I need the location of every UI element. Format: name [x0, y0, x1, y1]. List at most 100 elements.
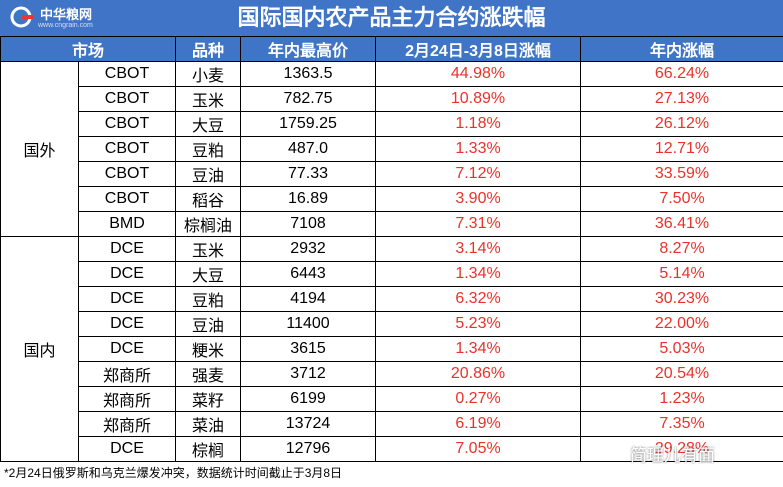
table-cell: CBOT [77, 136, 177, 162]
table-cell: 7.50% [580, 186, 783, 212]
table-cell: 7.31% [375, 211, 582, 237]
table-cell: 11400 [240, 311, 377, 337]
table-cell: CBOT [77, 86, 177, 112]
table-cell: 5.23% [375, 311, 582, 337]
table-cell: 487.0 [240, 136, 377, 162]
table-cell: 1.23% [580, 386, 783, 412]
table-cell: 0.27% [375, 386, 582, 412]
table-cell: 66.24% [580, 61, 783, 87]
column-header: 品种 [175, 36, 242, 62]
table-cell: BMD [77, 211, 177, 237]
table-cell: 44.98% [375, 61, 582, 87]
column-header: 2月24日-3月8日涨幅 [375, 36, 582, 62]
table-cell: 豆油 [175, 311, 242, 337]
table-cell: 1.18% [375, 111, 582, 137]
table-cell: 20.54% [580, 361, 783, 387]
table-row: DCE 棕榈 12796 7.05% 29.28% [1, 436, 783, 462]
table: 市场 品种 年内最高价 2月24日-3月8日涨幅 年内涨幅 国外 CBOT 小麦 13… [0, 36, 783, 462]
table-row: CBOT 豆油 77.33 7.12% 33.59% [1, 161, 783, 187]
title: 国际国内农产品主力合约涨跌幅 [237, 5, 546, 31]
table-row: DCE 粳米 3615 1.34% 5.03% [1, 336, 783, 362]
table-cell: 3712 [240, 361, 377, 387]
table-cell: 27.13% [580, 86, 783, 112]
footnote: *2月24日俄罗斯和乌克兰爆发冲突，数据统计时间截止于3月8日 [4, 466, 343, 480]
header-row: 市场 品种 年内最高价 2月24日-3月8日涨幅 年内涨幅 [0, 36, 783, 62]
logo-url: www.cngrain.com [38, 22, 93, 29]
logo-icon [10, 6, 34, 28]
table-cell: 豆粕 [175, 136, 242, 162]
table-cell: 7.05% [375, 436, 582, 462]
table-cell: DCE [77, 236, 177, 262]
table-row: CBOT 稻谷 16.89 3.90% 7.50% [1, 186, 783, 212]
table-cell: 棕榈 [175, 436, 242, 462]
table-cell: 6199 [240, 386, 377, 412]
table-row: 郑商所 菜籽 6199 0.27% 1.23% [1, 386, 783, 412]
table-row: DCE 大豆 6443 1.34% 5.14% [1, 261, 783, 287]
table-cell: 豆油 [175, 161, 242, 187]
table-cell: CBOT [77, 111, 177, 137]
table-cell: 36.41% [580, 211, 783, 237]
table-cell: 大豆 [175, 111, 242, 137]
table-row: 国内 DCE 玉米 2932 3.14% 8.27% [0, 236, 783, 462]
table-cell: 6.19% [375, 411, 582, 437]
table-cell: DCE [77, 311, 177, 337]
table-cell: 玉米 [175, 236, 242, 262]
table-cell: CBOT [77, 161, 177, 187]
table-cell: 豆粕 [175, 286, 242, 312]
column-header: 市场 [0, 36, 177, 62]
table-row: 国外 CBOT 小麦 1363.5 44.98% 66.24% [0, 61, 783, 237]
table-cell: 4194 [240, 286, 377, 312]
logo: 中华粮网 [40, 7, 93, 22]
table-cell: DCE [77, 336, 177, 362]
table-cell: 20.86% [375, 361, 582, 387]
table-cell: 玉米 [175, 86, 242, 112]
table-cell: 菜籽 [175, 386, 242, 412]
table-cell: 13724 [240, 411, 377, 437]
table-cell: 3.14% [375, 236, 582, 262]
table-cell: 1363.5 [240, 61, 377, 87]
table-cell: CBOT [77, 186, 177, 212]
table-cell: 1.34% [375, 261, 582, 287]
title-bar: 中华粮网 www.cngrain.com 国际国内农产品主力合约涨跌幅 [0, 0, 783, 36]
table-cell: 26.12% [580, 111, 783, 137]
table-cell: 8.27% [580, 236, 783, 262]
market-cell: 国内 [0, 236, 79, 462]
table-cell: 3.90% [375, 186, 582, 212]
table-row: CBOT 豆粕 487.0 1.33% 12.71% [1, 136, 783, 162]
table-cell: 5.03% [580, 336, 783, 362]
table-row: BMD 棕榈油 7108 7.31% 36.41% [1, 211, 783, 237]
table-cell: 大豆 [175, 261, 242, 287]
table-cell: 10.89% [375, 86, 582, 112]
table-cell: 12.71% [580, 136, 783, 162]
table-row: DCE 豆粕 4194 6.32% 30.23% [1, 286, 783, 312]
table-cell: 粳米 [175, 336, 242, 362]
table-cell: 77.33 [240, 161, 377, 187]
table-cell: DCE [77, 286, 177, 312]
table-row: CBOT 大豆 1759.25 1.18% 26.12% [1, 111, 783, 137]
table-cell: 稻谷 [175, 186, 242, 212]
table-cell: 12796 [240, 436, 377, 462]
table-cell: 菜油 [175, 411, 242, 437]
table-cell: 5.14% [580, 261, 783, 287]
table-cell: 7108 [240, 211, 377, 237]
table-cell: 小麦 [175, 61, 242, 87]
column-header: 年内最高价 [240, 36, 377, 62]
table-cell: 郑商所 [77, 361, 177, 387]
table-cell: 6.32% [375, 286, 582, 312]
table-cell: 7.35% [580, 411, 783, 437]
table-row: CBOT 玉米 782.75 10.89% 27.13% [1, 86, 783, 112]
table-cell: 30.23% [580, 286, 783, 312]
table-row: 郑商所 菜油 13724 6.19% 7.35% [1, 411, 783, 437]
table-cell: 棕榈油 [175, 211, 242, 237]
table-cell: 3615 [240, 336, 377, 362]
table-cell: 33.59% [580, 161, 783, 187]
table-cell: 1.33% [375, 136, 582, 162]
table-cell: 1759.25 [240, 111, 377, 137]
table-cell: CBOT [77, 61, 177, 87]
table-cell: 29.28% [580, 436, 783, 462]
column-header: 年内涨幅 [580, 36, 783, 62]
table-cell: 16.89 [240, 186, 377, 212]
table-cell: 7.12% [375, 161, 582, 187]
market-cell: 国外 [0, 61, 79, 237]
